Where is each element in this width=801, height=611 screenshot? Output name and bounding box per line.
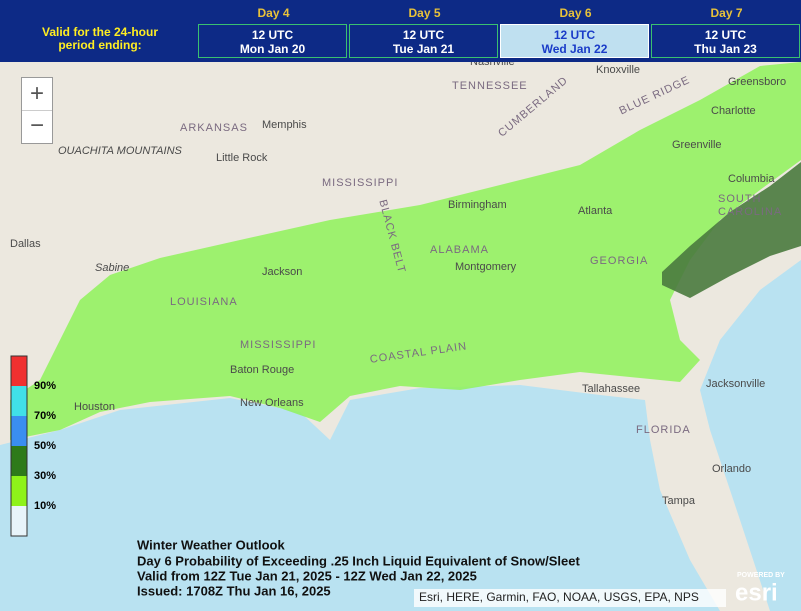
day-tab[interactable]: 12 UTC Mon Jan 20 bbox=[198, 24, 347, 58]
state: TENNESSEE bbox=[452, 80, 528, 92]
day-time: 12 UTC bbox=[402, 28, 445, 42]
city: Houston bbox=[74, 401, 115, 413]
state: MISSISSIPPI bbox=[322, 177, 398, 189]
state: GEORGIA bbox=[590, 255, 648, 267]
state: ARKANSAS bbox=[180, 122, 248, 134]
state: FLORIDA bbox=[636, 424, 691, 436]
legend-swatch bbox=[11, 476, 27, 506]
day-label: Day 6 bbox=[559, 6, 592, 20]
day-date: Tue Jan 21 bbox=[392, 42, 455, 56]
info-line: Valid from 12Z Tue Jan 21, 2025 - 12Z We… bbox=[137, 568, 477, 583]
state: CAROLINA bbox=[718, 206, 782, 218]
city: New Orleans bbox=[240, 397, 304, 409]
zoom-out[interactable]: − bbox=[29, 112, 44, 139]
period-line: period ending: bbox=[58, 38, 142, 52]
city: Birmingham bbox=[448, 199, 507, 211]
legend-swatch bbox=[11, 416, 27, 446]
day-time: 12 UTC bbox=[553, 28, 596, 42]
legend-label: 10% bbox=[34, 500, 56, 512]
legend-border bbox=[10, 355, 28, 537]
attribution-bg bbox=[414, 589, 726, 607]
legend-label: 50% bbox=[34, 440, 56, 452]
state: LOUISIANA bbox=[170, 296, 238, 308]
city: Tampa bbox=[662, 495, 696, 507]
region: OUACHITA MOUNTAINS bbox=[58, 145, 183, 157]
city: Baton Rouge bbox=[230, 364, 294, 376]
day-label: Day 4 bbox=[257, 6, 290, 20]
legend-swatch bbox=[11, 506, 27, 536]
logo-small: POWERED BY bbox=[737, 572, 785, 579]
city: Knoxville bbox=[596, 64, 640, 76]
info-title: Winter Weather Outlook bbox=[137, 537, 285, 552]
header: Valid for the 24-hour period ending: Day… bbox=[0, 0, 801, 62]
river: Sabine bbox=[95, 262, 129, 274]
city: Jacksonville bbox=[706, 378, 765, 390]
atlantic bbox=[700, 260, 801, 611]
gulf bbox=[0, 385, 720, 611]
day-label: Day 5 bbox=[408, 6, 441, 20]
legend: 90% 70% 50% 30% 10% bbox=[10, 355, 56, 537]
attribution: Esri, HERE, Garmin, FAO, NOAA, USGS, EPA… bbox=[419, 590, 699, 604]
day-label: Day 7 bbox=[710, 6, 743, 20]
zoom-in[interactable]: + bbox=[22, 78, 52, 111]
legend-label: 90% bbox=[34, 380, 56, 392]
info-line: Day 6 Probability of Exceeding .25 Inch … bbox=[137, 553, 580, 568]
info: Winter Weather Outlook Day 6 Probability… bbox=[137, 537, 580, 598]
state: MISSISSIPPI bbox=[240, 339, 316, 351]
legend-swatch bbox=[11, 356, 27, 386]
day-tab[interactable]: 12 UTC Tue Jan 21 bbox=[349, 24, 498, 58]
probability-10-30 bbox=[10, 62, 801, 440]
legend-swatch bbox=[11, 386, 27, 416]
period-line: Valid for the 24-hour bbox=[41, 25, 158, 39]
day-date: Thu Jan 23 bbox=[694, 42, 757, 56]
city: Greenville bbox=[672, 139, 722, 151]
city: Orlando bbox=[712, 463, 751, 475]
legend-label: 70% bbox=[34, 410, 56, 422]
day-tab[interactable]: 12 UTC Wed Jan 22 bbox=[500, 24, 649, 58]
legend-label: 30% bbox=[34, 470, 56, 482]
logo: esri bbox=[735, 579, 778, 606]
info-line: Issued: 1708Z Thu Jan 16, 2025 bbox=[137, 583, 331, 598]
city: Memphis bbox=[262, 119, 307, 131]
day-time: 12 UTC bbox=[704, 28, 747, 42]
probability-30-50 bbox=[662, 162, 801, 298]
state: ALABAMA bbox=[430, 244, 489, 256]
day-date: Mon Jan 20 bbox=[239, 42, 306, 56]
period-label: Valid for the 24-hour period ending: bbox=[30, 26, 170, 52]
legend-swatch bbox=[11, 446, 27, 476]
city: Jackson bbox=[262, 266, 302, 278]
day-tab[interactable]: 12 UTC Thu Jan 23 bbox=[651, 24, 800, 58]
day-date: Wed Jan 22 bbox=[541, 42, 608, 56]
city: Columbia bbox=[728, 173, 775, 185]
zoom-control: + − bbox=[21, 77, 53, 144]
city: Little Rock bbox=[216, 152, 268, 164]
city: Greensboro bbox=[728, 76, 786, 88]
city: Atlanta bbox=[578, 205, 613, 217]
city: Charlotte bbox=[711, 105, 756, 117]
city: Tallahassee bbox=[582, 383, 640, 395]
day-time: 12 UTC bbox=[251, 28, 294, 42]
city: Montgomery bbox=[455, 261, 517, 273]
city: Dallas bbox=[10, 238, 41, 250]
state: SOUTH bbox=[718, 193, 762, 205]
